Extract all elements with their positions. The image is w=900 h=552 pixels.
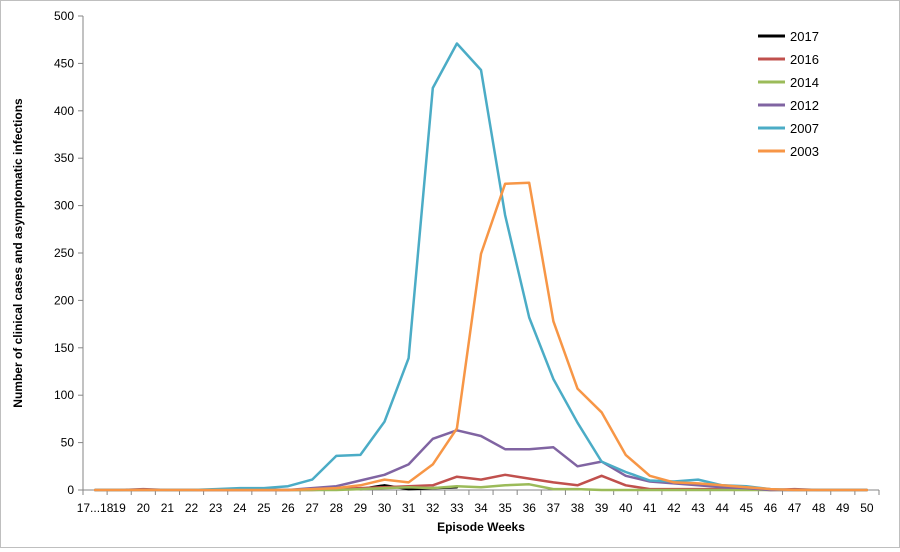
- x-tick-label: 24: [233, 501, 247, 515]
- x-tick-label: 47: [788, 501, 802, 515]
- x-tick-label: 32: [426, 501, 440, 515]
- x-tick-label: 33: [450, 501, 464, 515]
- x-axis: 17...18 19 20 21 22 23 24 25 26 27 28 29 30 31 32 33 34 3…: [77, 489, 880, 515]
- x-tick-label: 29: [354, 501, 368, 515]
- x-tick-label: 23: [209, 501, 223, 515]
- x-tick-label: 28: [330, 501, 344, 515]
- x-tick-label: 50: [860, 501, 874, 515]
- y-tick-label: 300: [54, 199, 74, 213]
- series-lines: [93, 42, 869, 492]
- x-tick-label: 31: [402, 501, 416, 515]
- x-tick-label: 22: [185, 501, 199, 515]
- x-tick-label: 19: [113, 501, 127, 515]
- legend: 2017 2016 2014 2012 2007 2003: [758, 29, 819, 159]
- x-tick-label: 48: [812, 501, 826, 515]
- x-tick-label: 25: [257, 501, 271, 515]
- y-tick-label: 200: [54, 293, 74, 307]
- y-tick-label: 500: [54, 9, 74, 23]
- x-tick-label: 37: [547, 501, 561, 515]
- legend-label-2003: 2003: [790, 144, 819, 159]
- y-tick-label: 350: [54, 151, 74, 165]
- x-tick-label: 34: [474, 501, 488, 515]
- x-tick-label: 44: [716, 501, 730, 515]
- y-tick-label: 150: [54, 341, 74, 355]
- legend-label-2017: 2017: [790, 29, 819, 44]
- x-tick-label: 20: [137, 501, 151, 515]
- x-tick-label: 39: [595, 501, 609, 515]
- x-tick-label: 27: [305, 501, 319, 515]
- y-tick-label: 100: [54, 388, 74, 402]
- y-axis: 0 50 100 150 200 250 300 350 400 450 500: [54, 9, 84, 497]
- x-tick-label: 46: [764, 501, 778, 515]
- y-tick-label: 50: [61, 436, 75, 450]
- x-tick-label: 40: [619, 501, 633, 515]
- y-tick-label: 400: [54, 104, 74, 118]
- legend-label-2014: 2014: [790, 75, 819, 90]
- x-tick-label: 43: [691, 501, 705, 515]
- y-axis-title: Number of clinical cases and asymptomati…: [11, 98, 25, 408]
- x-tick-label: 38: [571, 501, 585, 515]
- x-tick-label: 35: [498, 501, 512, 515]
- y-tick-label: 250: [54, 246, 74, 260]
- x-tick-label: 45: [740, 501, 754, 515]
- x-tick-label: 17...18: [77, 501, 114, 515]
- legend-label-2007: 2007: [790, 121, 819, 136]
- x-tick-label: 26: [281, 501, 295, 515]
- y-tick-label: 450: [54, 56, 74, 70]
- legend-label-2012: 2012: [790, 98, 819, 113]
- x-tick-label: 41: [643, 501, 657, 515]
- x-tick-label: 49: [836, 501, 850, 515]
- x-tick-label: 42: [667, 501, 681, 515]
- series-line-2003: [93, 181, 869, 492]
- x-tick-label: 30: [378, 501, 392, 515]
- x-tick-label: 36: [523, 501, 537, 515]
- x-axis-title: Episode Weeks: [437, 520, 525, 534]
- series-line-2007: [93, 42, 869, 492]
- series-line-2012: [93, 429, 869, 492]
- y-tick-label: 0: [67, 483, 74, 497]
- legend-label-2016: 2016: [790, 52, 819, 67]
- x-tick-label: 21: [161, 501, 175, 515]
